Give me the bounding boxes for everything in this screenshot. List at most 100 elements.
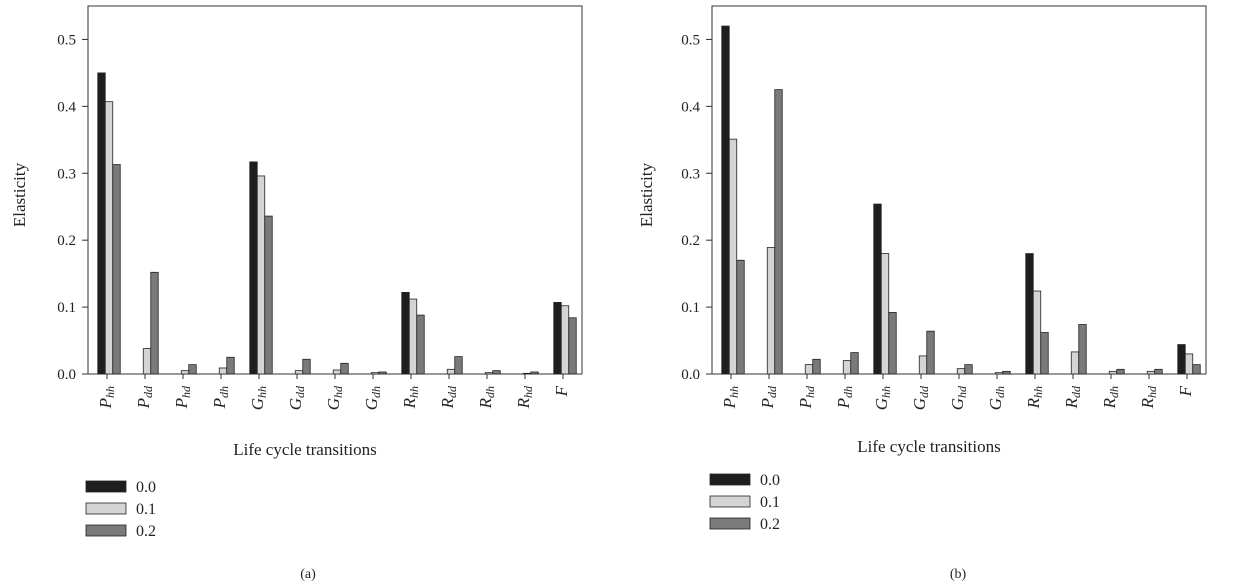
x-tick-label: Gdh	[362, 386, 383, 410]
bar-0.2-Rhh	[416, 314, 425, 375]
bar-0.2-Phh	[112, 164, 121, 375]
bar-0.1-Rhh	[1032, 290, 1042, 375]
legend-swatch-0.2	[85, 524, 127, 537]
panel-label: (b)	[950, 567, 967, 582]
x-tick-label: Rhh	[1024, 386, 1045, 409]
x-axis-title: Life cycle transitions	[857, 437, 1001, 456]
x-tick-label: Phd	[172, 385, 193, 409]
y-tick-label: 0.1	[57, 300, 76, 316]
bar-0.1-Ghd	[332, 369, 342, 375]
x-tick-label: Phh	[96, 386, 117, 409]
x-tick-label: Rdd	[1062, 385, 1083, 409]
bar-0.1-Pdh	[842, 360, 852, 375]
chart-panel-a: 0.0 0.1 0.2 0.3 0.4 0.5 Elasticity Phh Pdd Phd Pdh…	[10, 5, 583, 582]
bar-0.1-F	[1184, 353, 1194, 375]
legend-label-0.0: 0.0	[760, 472, 780, 489]
x-axis-title: Life cycle transitions	[233, 440, 377, 459]
y-tick-label: 0.0	[57, 367, 76, 383]
bar-0.1-Rdh	[484, 372, 494, 375]
legend-swatch-0.1	[709, 495, 751, 508]
x-tick-label: F	[552, 385, 571, 397]
bar-0.2-Pdh	[226, 356, 235, 375]
x-tick-label: Gdd	[910, 385, 931, 410]
bar-0.2-Gdd	[302, 358, 311, 375]
legend-swatch-0.2	[709, 517, 751, 530]
plot-frame	[87, 5, 583, 375]
legend-swatch-0.0	[709, 473, 751, 486]
bar-0.2-F	[1192, 364, 1201, 375]
legend-swatch-0.0	[85, 480, 127, 493]
bar-0.1-Rdd	[1070, 351, 1080, 375]
y-tick-label: 0.3	[681, 166, 700, 182]
bar-0.1-Ghd	[956, 368, 966, 375]
legend-label-0.2: 0.2	[136, 523, 156, 540]
y-tick-label: 0.1	[681, 300, 700, 316]
legend-swatch-0.1	[85, 502, 127, 515]
y-tick-label: 0.5	[57, 32, 76, 48]
y-tick-label: 0.3	[57, 166, 76, 182]
bar-0.2-Phd	[812, 358, 821, 375]
bar-0.1-Rdd	[446, 368, 456, 375]
legend: 0.0 0.1 0.2	[85, 479, 156, 540]
bar-0.1-Phd	[804, 364, 814, 375]
bar-0.0-Rhh	[1025, 253, 1034, 375]
bar-0.1-Ghh	[256, 175, 266, 375]
bar-0.2-F	[568, 317, 577, 375]
bar-0.2-Rdh	[492, 370, 501, 375]
bar-0.0-Phh	[97, 72, 106, 375]
y-axis-title: Elasticity	[637, 162, 656, 227]
bar-0.1-Ghh	[880, 253, 890, 375]
bar-0.0-Ghh	[873, 203, 882, 375]
legend-label-0.2: 0.2	[760, 516, 780, 533]
x-tick-label: Rhd	[1138, 385, 1159, 409]
bar-0.2-Rhd	[1154, 368, 1163, 375]
bar-0.1-Phh	[104, 101, 114, 375]
bar-0.2-Rdh	[1116, 368, 1125, 375]
x-tick-label: Phd	[796, 385, 817, 409]
chart-panel-b: 0.0 0.1 0.2 0.3 0.4 0.5 Elasticity Phh Pdd Phd Pdh…	[637, 5, 1207, 582]
y-tick-label: 0.2	[681, 233, 700, 249]
bar-0.2-Gdh	[1002, 370, 1011, 375]
bar-0.2-Rhh	[1040, 332, 1049, 375]
bar-0.1-F	[560, 305, 570, 375]
bar-0.2-Ghd	[964, 364, 973, 375]
bar-0.2-Gdh	[378, 371, 387, 375]
y-tick-label: 0.5	[681, 32, 700, 48]
bar-0.1-Pdd	[766, 247, 776, 375]
bar-0.2-Gdd	[926, 330, 935, 375]
bar-0.2-Phd	[188, 364, 197, 375]
bar-0.0-Ghh	[249, 161, 258, 375]
bar-0.1-Gdh	[994, 372, 1004, 375]
bar-0.1-Gdd	[294, 370, 304, 375]
x-tick-label: Rdh	[1100, 386, 1121, 409]
legend-label-0.1: 0.1	[136, 501, 156, 518]
x-tick-label: Ghd	[948, 385, 969, 410]
x-tick-label: Ghd	[324, 385, 345, 410]
bar-0.2-Ghh	[888, 312, 897, 375]
y-tick-label: 0.2	[57, 233, 76, 249]
bar-0.1-Rhh	[408, 298, 418, 375]
bar-0.2-Phh	[736, 259, 745, 375]
x-tick-label: Pdh	[834, 386, 855, 409]
bar-0.1-Pdd	[142, 348, 152, 375]
panel-label: (a)	[300, 567, 316, 582]
bar-0.0-Phh	[721, 25, 730, 375]
bar-0.1-Gdd	[918, 355, 928, 375]
x-tick-label: Rdh	[476, 386, 497, 409]
bar-0.0-Rhh	[401, 291, 410, 375]
x-tick-label: Ghh	[872, 386, 893, 410]
x-tick-label: Rhh	[400, 386, 421, 409]
x-tick-label: Pdd	[758, 385, 779, 409]
bar-0.1-Phd	[180, 370, 190, 375]
x-tick-label: Ghh	[248, 386, 269, 410]
bar-0.2-Ghh	[264, 215, 273, 375]
bar-0.2-Rdd	[454, 356, 463, 375]
x-tick-label: Pdd	[134, 385, 155, 409]
y-tick-label: 0.4	[57, 99, 76, 115]
bar-0.2-Rdd	[1078, 324, 1087, 375]
x-tick-label: Gdh	[986, 386, 1007, 410]
y-tick-label: 0.0	[681, 367, 700, 383]
bar-0.1-Gdh	[370, 372, 380, 375]
x-tick-label: F	[1176, 385, 1195, 397]
